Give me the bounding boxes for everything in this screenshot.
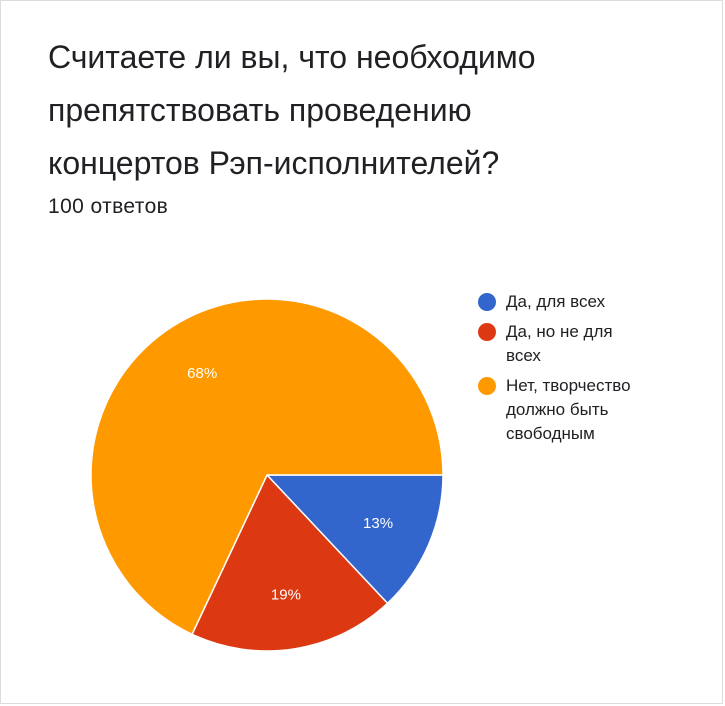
legend-label-line: Да, для всех	[506, 290, 688, 314]
legend-label-line: должно быть	[506, 398, 688, 422]
legend-item-yes-not-for-all[interactable]: Да, но не для всех	[478, 320, 688, 368]
legend-item-yes-for-all[interactable]: Да, для всех	[478, 290, 688, 314]
legend-label-line: всех	[506, 344, 688, 368]
chart-legend: Да, для всех Да, но не для всех Нет, тво…	[478, 290, 688, 452]
legend-label-line: Нет, творчество	[506, 374, 688, 398]
slice-percent-label: 19%	[271, 587, 301, 604]
slice-percent-label: 68%	[187, 365, 217, 382]
legend-label-line: свободным	[506, 422, 688, 446]
legend-label-line: Да, но не для	[506, 320, 688, 344]
legend-swatch	[478, 323, 496, 341]
legend-swatch	[478, 293, 496, 311]
legend-swatch	[478, 377, 496, 395]
slice-percent-label: 13%	[363, 515, 393, 532]
legend-item-no-free-creativity[interactable]: Нет, творчество должно быть свободным	[478, 374, 688, 446]
